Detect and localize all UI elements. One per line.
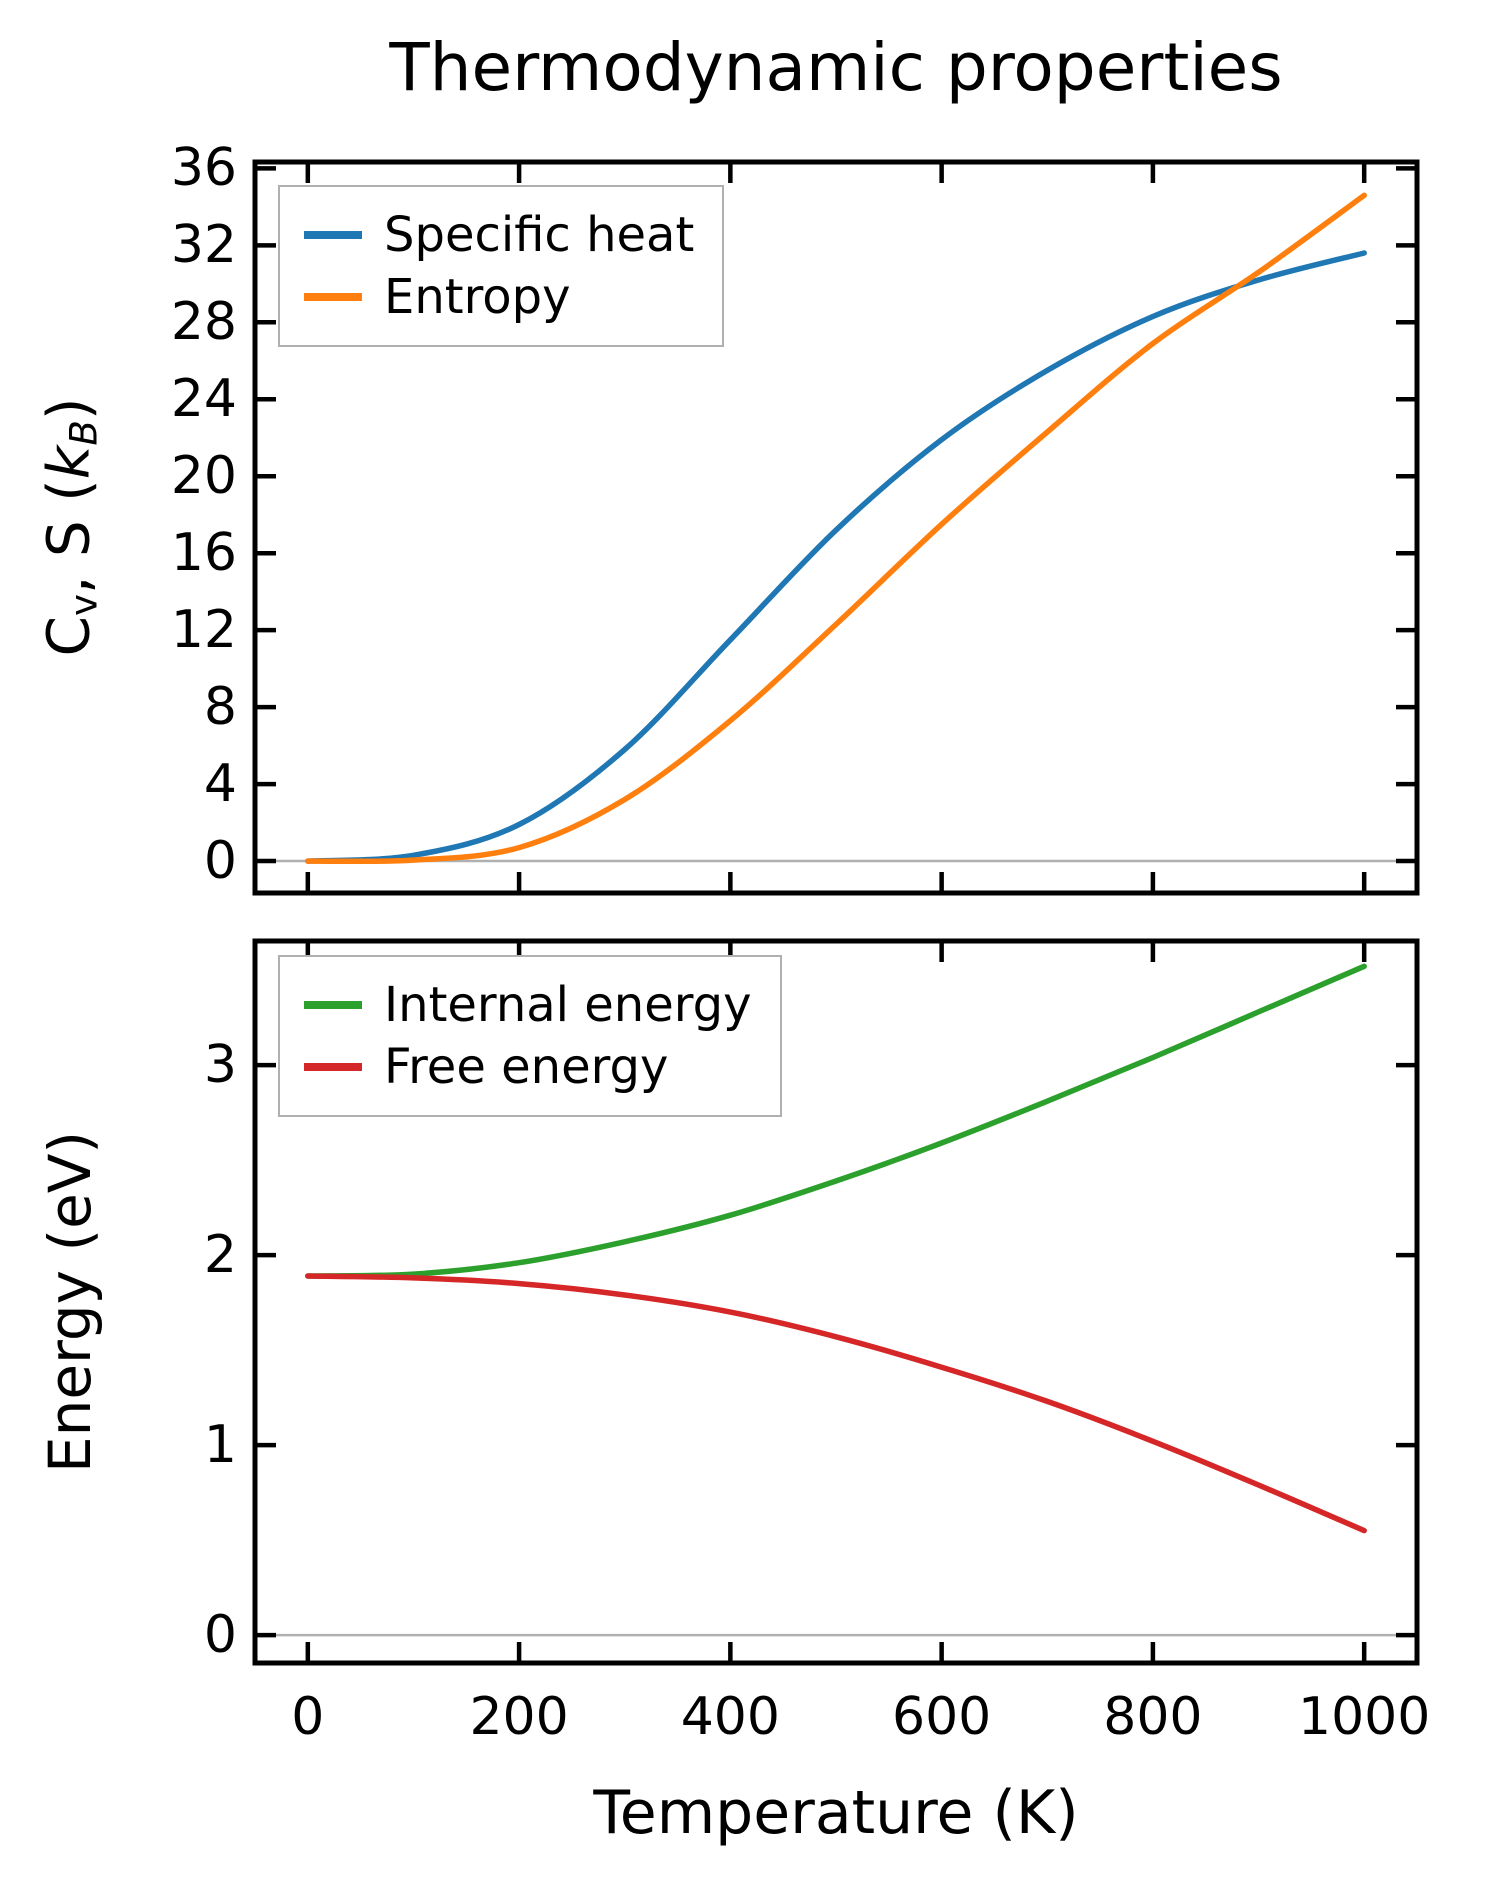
x-tick-label: 400 xyxy=(680,1687,780,1747)
axes-frame xyxy=(252,938,1420,1666)
y-tick-label: 16 xyxy=(170,523,237,584)
y-tick-label: 20 xyxy=(170,446,237,507)
y-axis-label-bottom: Energy (eV) xyxy=(36,1130,104,1474)
internal-energy-curve xyxy=(305,963,1367,1279)
entropy-curve xyxy=(305,192,1367,865)
legend-label: Entropy xyxy=(384,269,571,325)
y-tick-label: 36 xyxy=(170,138,237,199)
y-tick-label: 2 xyxy=(203,1225,237,1286)
x-tick-label: 0 xyxy=(291,1687,325,1747)
y-tick-label: 12 xyxy=(170,600,237,661)
y-tick-label: 0 xyxy=(203,1605,237,1666)
y-tick-label: 4 xyxy=(203,754,237,815)
legend-label: Internal energy xyxy=(384,977,752,1033)
y-tick-label: 28 xyxy=(170,292,237,353)
x-tick-label: 600 xyxy=(891,1687,992,1747)
x-axis-label: Temperature (K) xyxy=(593,1778,1079,1848)
legend-label: Specific heat xyxy=(384,207,695,263)
free-energy-curve xyxy=(305,1273,1367,1534)
y-tick-label: 0 xyxy=(203,831,237,892)
y-tick-label: 8 xyxy=(203,677,237,738)
y-tick-label: 32 xyxy=(170,215,237,276)
axes-frame xyxy=(252,159,1420,896)
legend-item-specific-heat: Specific heat xyxy=(304,205,694,265)
legend-top: Specific heat Entropy xyxy=(278,185,725,347)
figure-title: Thermodynamic properties xyxy=(389,29,1283,106)
y-tick-label: 3 xyxy=(203,1035,237,1096)
entropy-line-swatch xyxy=(304,293,362,301)
specific-heat-curve xyxy=(305,250,1367,864)
legend-item-entropy: Entropy xyxy=(304,267,694,327)
internal-energy-line-swatch xyxy=(304,1001,362,1009)
free-energy-line-swatch xyxy=(304,1063,362,1071)
y-tick-label: 24 xyxy=(170,369,237,430)
y-tick-label: 1 xyxy=(203,1415,237,1476)
x-tick-label: 1000 xyxy=(1298,1687,1431,1747)
legend-item-internal-energy: Internal energy xyxy=(304,975,752,1035)
x-tick-label: 200 xyxy=(469,1687,569,1747)
x-tick-label: 800 xyxy=(1103,1687,1203,1747)
specific-heat-line-swatch xyxy=(304,231,362,239)
y-axis-label-top: Cv, S (kB) xyxy=(34,397,106,657)
legend-item-free-energy: Free energy xyxy=(304,1037,752,1097)
legend-bottom: Internal energy Free energy xyxy=(278,955,782,1117)
legend-label: Free energy xyxy=(384,1039,669,1095)
